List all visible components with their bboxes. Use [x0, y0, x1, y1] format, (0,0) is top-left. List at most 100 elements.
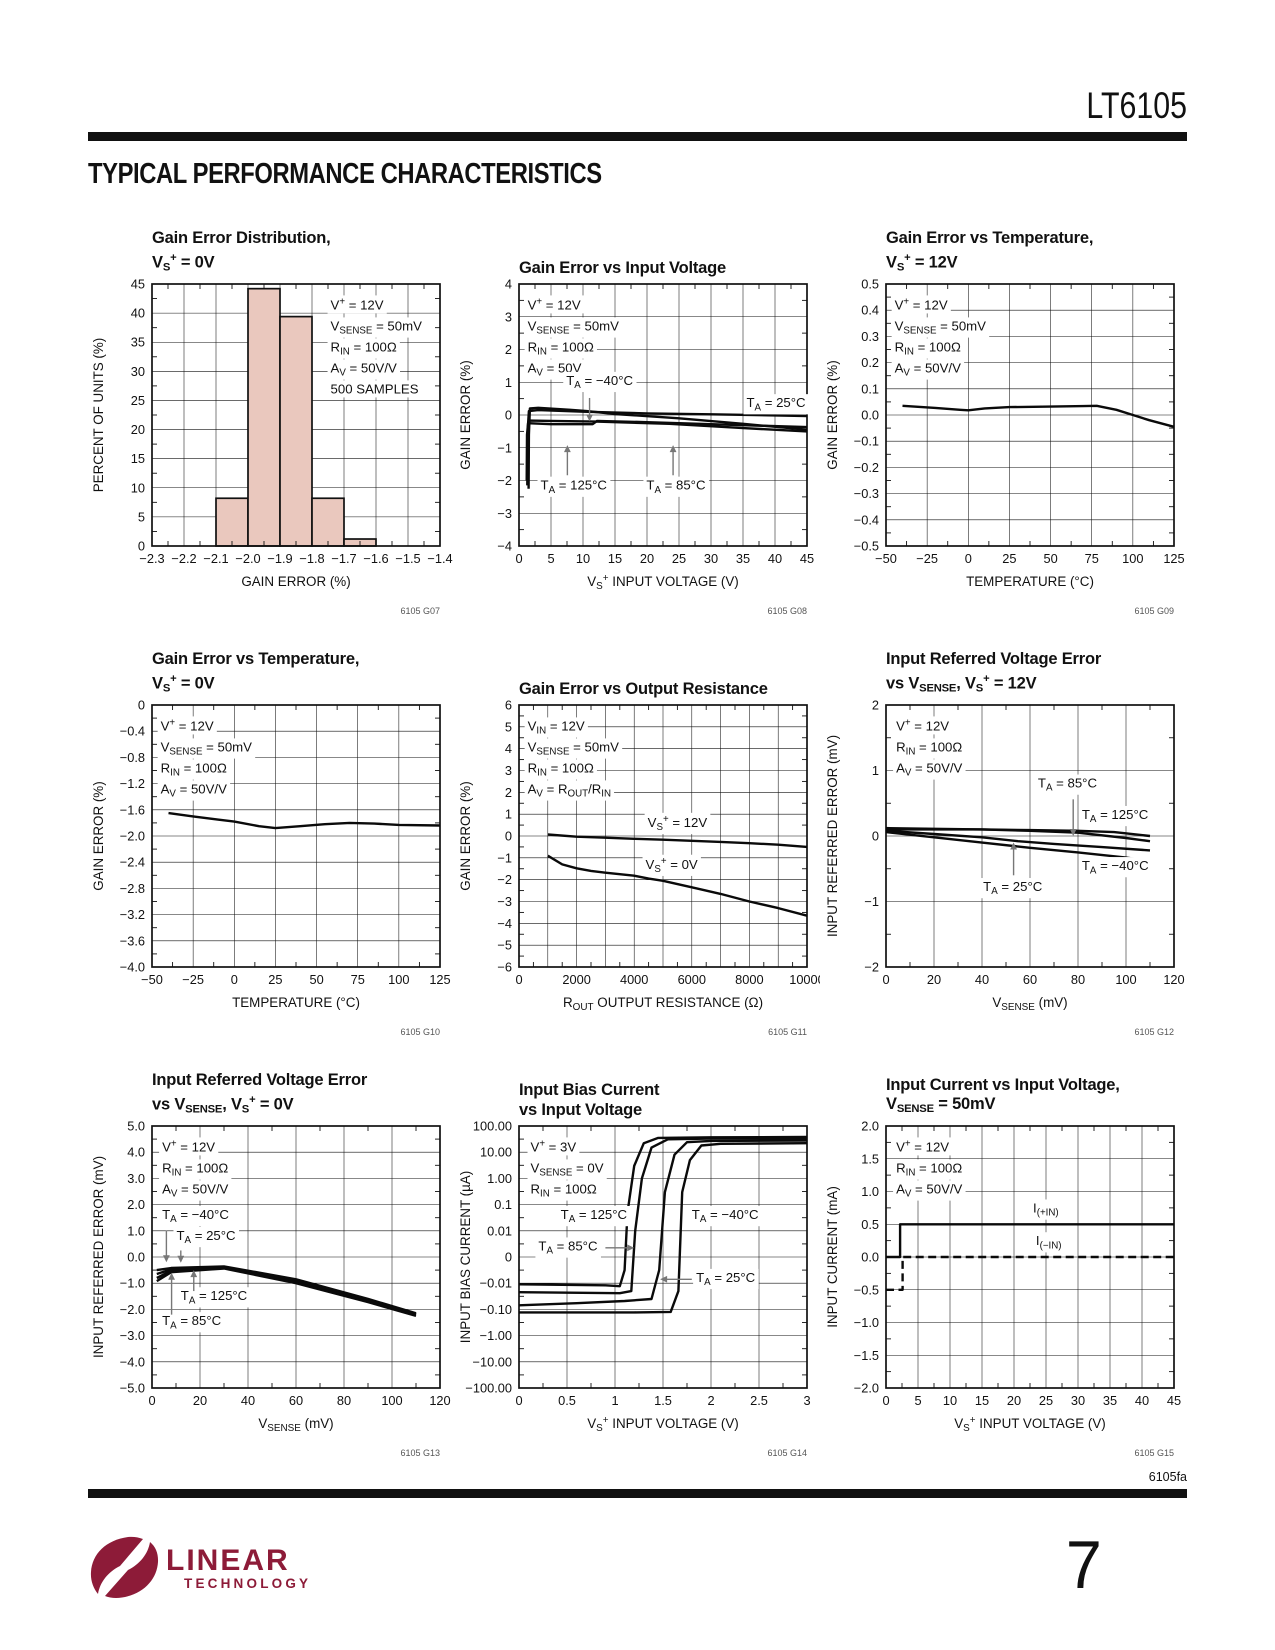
y-tick-label: −3.6 [120, 933, 145, 948]
y-tick-label: 1.5 [861, 1151, 879, 1166]
label-mask [557, 1206, 631, 1227]
label-mask [524, 717, 588, 738]
series-group [525, 406, 808, 489]
x-axis-label: VS+ INPUT VOLTAGE (V) [587, 1415, 739, 1434]
series-group [547, 833, 808, 917]
x-tick-label: 80 [1071, 972, 1085, 987]
chart-g13: Input Referred Voltage Error vs VSENSE, V… [88, 1064, 453, 1467]
y-tick-label: −1.2 [120, 776, 145, 791]
y-tick-label: 45 [131, 278, 145, 292]
y-tick-label: 5 [505, 719, 512, 734]
tick-labels: −2.3 −2.2 −2.1 −2.0 −1.9 −1.8 −1.7 −1.6 −1.5 −1.4… [131, 277, 453, 567]
x-tick-label: 25 [672, 551, 686, 566]
x-tick-label: 125 [1163, 551, 1184, 566]
label-mask [157, 738, 256, 759]
label-mask [688, 1206, 763, 1227]
arrow-head [1069, 829, 1077, 836]
curve-labels: VS+ = 12V VS+ = 0V [642, 812, 711, 876]
chart-title-g13: Input Referred Voltage Error vs VSENSE, V… [152, 1064, 453, 1120]
chart-title-line: Gain Error vs Output Resistance [519, 679, 768, 698]
chart-id-label: 6105 G08 [767, 606, 807, 616]
y-axis-label: INPUT BIAS CURRENT (µA) [458, 1171, 473, 1343]
y-tick-label: 0 [138, 539, 145, 554]
y-tick-label: 2 [505, 785, 512, 800]
chart-title-line: Input Referred Voltage Error [886, 650, 1102, 669]
condition-text: RIN = 100Ω [528, 339, 594, 357]
y-tick-label: −4 [497, 916, 512, 931]
label-mask [1078, 857, 1153, 878]
y-tick-label: 6 [505, 699, 512, 713]
y-tick-label: 0.5 [861, 1217, 879, 1232]
label-mask [527, 1137, 580, 1156]
x-tick-label: 1.5 [654, 1393, 672, 1408]
x-tick-label: 0 [148, 1393, 155, 1408]
x-tick-label: 2000 [562, 972, 590, 987]
curve-label: TA = 85°C [538, 1238, 598, 1256]
x-tick-label: 45 [800, 551, 814, 566]
chart-id-label: 6105 G07 [400, 606, 440, 616]
chart-title-line: VSENSE = 50mV [886, 1095, 996, 1116]
arrow-head [627, 1244, 635, 1252]
chart-title-line: Input Referred Voltage Error [152, 1071, 368, 1090]
arrow-head [163, 1255, 170, 1263]
curve-label: TA = 125°C [541, 478, 608, 496]
x-tick-label: 25 [268, 972, 282, 987]
condition-text: AV = 50V [528, 360, 582, 378]
x-tick-label: 75 [351, 972, 365, 987]
logo-text-linear: LINEAR [166, 1544, 290, 1577]
chart-g15: Input Current vs Input Voltage, VSENSE = … [822, 1064, 1187, 1467]
chart-g12: Input Referred Voltage Error vs VSENSE, V… [822, 643, 1187, 1046]
y-tick-label: −0.2 [854, 460, 879, 475]
label-mask [527, 1180, 600, 1201]
y-tick-label: −2.4 [120, 855, 145, 870]
label-mask [642, 854, 701, 876]
y-axis-label: INPUT REFERRED ERROR (mV) [825, 735, 840, 937]
condition-annotation: V+ = 12V VSENSE = 50mV RIN = 100Ω AV = 50V/… [891, 295, 990, 380]
y-tick-label: 0 [505, 1250, 512, 1265]
y-tick-label: −5 [497, 938, 512, 953]
condition-text: V+ = 12V [331, 296, 384, 312]
y-tick-label: 0.2 [861, 355, 879, 370]
condition-text: V+ = 12V [896, 717, 949, 733]
tick-labels: 0 20 40 60 80 100 120 2 1 0 −1 −2 [864, 698, 1184, 988]
x-tick-label: 45 [1167, 1393, 1181, 1408]
part-number: LT6105 [1086, 85, 1187, 126]
condition-annotation: V+ = 12V VSENSE = 50mV RIN = 100Ω AV = 50V/… [327, 295, 426, 398]
y-tick-label: 1 [872, 763, 879, 778]
y-tick-label: 15 [131, 451, 145, 466]
y-tick-label: −1 [497, 850, 512, 865]
series-vs+-0v [547, 854, 808, 917]
y-tick-label: 1.0 [861, 1184, 879, 1199]
label-arrows [1010, 799, 1077, 876]
series-group [518, 1135, 808, 1314]
x-tick-label: 120 [1163, 972, 1184, 987]
y-tick-label: −2 [864, 960, 879, 975]
chart-title-line: Gain Error vs Input Voltage [519, 258, 726, 277]
curve-labels: TA = −40°C TA = 25°C TA = 125°C TA = 85°C [537, 371, 810, 497]
condition-text: AV = 50V/V [895, 360, 961, 378]
y-tick-label: −3.0 [120, 1328, 145, 1343]
series-ta-25-c [885, 829, 1151, 852]
chart-title-line: vs Input Voltage [519, 1100, 643, 1119]
y-tick-label: −1 [497, 440, 512, 455]
y-tick-label: −1.00 [480, 1328, 512, 1343]
label-mask [327, 317, 426, 338]
y-tick-label: −1 [864, 894, 879, 909]
y-axis-label: INPUT CURRENT (mA) [825, 1186, 840, 1328]
x-tick-label: 30 [704, 551, 718, 566]
minor-ticks [152, 705, 440, 967]
logo-text-technology: TECHNOLOGY [184, 1576, 311, 1591]
label-mask [893, 716, 953, 735]
x-tick-label: 0 [515, 551, 522, 566]
y-tick-label: 3.0 [127, 1171, 145, 1186]
chart-title-g09: Gain Error vs Temperature, VS+ = 12V [886, 222, 1187, 278]
series-ta-85-c [518, 1137, 808, 1295]
chart-canvas-g11: VIN = 12V VSENSE = 50mV RIN = 100Ω AV = ROU… [458, 698, 825, 1038]
series-group [156, 1265, 417, 1318]
y-tick-label: −4 [497, 539, 512, 554]
y-tick-label: −2 [497, 872, 512, 887]
plot-border [518, 1125, 808, 1389]
x-tick-label: 40 [241, 1393, 255, 1408]
label-mask [980, 878, 1046, 899]
